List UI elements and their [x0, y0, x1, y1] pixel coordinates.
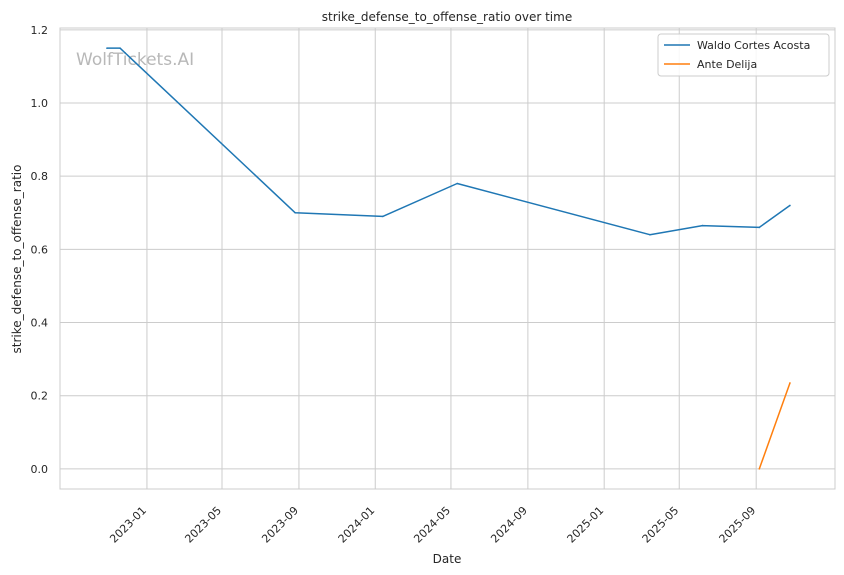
x-tick-label: 2024-01: [336, 504, 378, 546]
series-layer: [106, 47, 791, 470]
data-point: [649, 233, 651, 236]
data-point: [456, 182, 458, 185]
y-tick-label: 0.0: [31, 463, 49, 476]
data-point: [758, 468, 761, 470]
data-point: [758, 226, 761, 229]
y-tick-label: 1.0: [31, 97, 49, 110]
x-tick-label: 2024-05: [411, 504, 453, 546]
x-tick-label: 2024-09: [488, 504, 530, 546]
watermark: WolfTickets.AI: [76, 50, 194, 70]
y-tick-label: 0.2: [31, 390, 49, 403]
x-tick-label: 2023-01: [107, 504, 149, 546]
y-tick-label: 1.2: [31, 24, 49, 37]
x-tick-label: 2023-09: [259, 504, 301, 546]
data-point: [701, 224, 704, 227]
data-point: [106, 47, 108, 49]
data-point: [294, 211, 296, 214]
x-axis-title: Date: [433, 552, 462, 566]
legend-label: Ante Delija: [697, 58, 757, 71]
plot-area: [59, 27, 836, 490]
legend-label: Waldo Cortes Acosta: [697, 39, 810, 52]
data-point: [381, 215, 384, 218]
x-tick-label: 2025-05: [640, 504, 682, 546]
y-tick-label: 0.4: [31, 317, 49, 330]
data-point: [789, 204, 791, 207]
y-tick-label: 0.6: [31, 243, 49, 256]
y-tick-label: 0.8: [31, 170, 49, 183]
legend: Waldo Cortes Acosta Ante Delija: [657, 33, 830, 77]
grid-lines: [60, 28, 835, 489]
x-tick-label: 2025-01: [565, 504, 607, 546]
x-tick-label: 2025-09: [717, 504, 759, 546]
series-line: [758, 382, 791, 470]
chart-title: strike_defense_to_offense_ratio over tim…: [322, 10, 572, 24]
x-tick-label: 2023-05: [182, 504, 224, 546]
data-point: [119, 47, 121, 49]
y-axis-title: strike_defense_to_offense_ratio: [10, 165, 24, 354]
data-point: [789, 382, 791, 384]
legend-box: [657, 33, 830, 77]
